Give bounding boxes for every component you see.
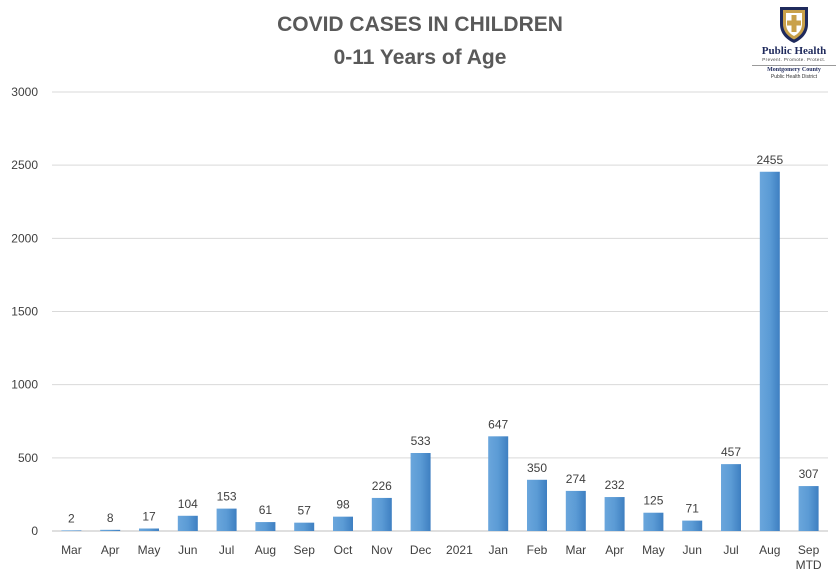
data-label: 232 [605,478,625,492]
x-tick-label: Mar [61,543,82,557]
public-health-logo: Public Health Prevent. Promote. Protect.… [750,4,838,90]
data-label: 2455 [756,153,783,167]
bar [177,515,198,531]
logo-name: Public Health [761,45,827,57]
bar [721,464,741,531]
bar [139,528,159,531]
data-label: 57 [298,504,312,518]
data-label: 8 [107,511,114,525]
x-tick-label: Apr [605,543,624,557]
y-tick-label: 2500 [11,158,38,172]
bar [565,490,586,531]
x-tick-label: Jun [178,543,197,557]
x-tick-label: Oct [334,543,353,557]
x-tick-label: Dec [410,543,431,557]
x-tick-label: Nov [371,543,392,557]
x-tick-label: Apr [101,543,120,557]
data-label: 17 [142,510,156,524]
bars [61,171,819,532]
bar [100,529,121,531]
y-axis-ticks: 0 500 1000 1500 2000 2500 3000 [11,85,38,538]
gridlines [52,91,828,532]
x-tick-label: Jul [723,543,738,557]
y-tick-label: 1500 [11,305,38,319]
data-label: 533 [411,434,431,448]
x-tick-label: Feb [527,543,548,557]
y-tick-label: 0 [31,524,38,538]
x-axis-ticks: Mar Apr May Jun Jul Aug Sep Oct Nov Dec 2021 Jan Feb… [61,543,822,572]
data-label: 104 [178,497,198,511]
logo-district: Public Health District [770,74,818,80]
data-label: 307 [799,467,819,481]
x-tick-label: Jul [219,543,234,557]
x-tick-label: Jun [683,543,702,557]
bar [410,453,431,531]
data-label: 647 [488,417,508,431]
data-label: 350 [527,461,547,475]
data-label: 71 [686,502,700,516]
data-label: 2 [68,511,75,525]
bar [759,171,780,532]
data-label: 61 [259,503,273,517]
bar [61,530,82,531]
shield-cross-icon [780,7,808,43]
x-tick-label: Sep [798,543,820,557]
x-tick-label: 2021 [446,543,473,557]
data-label: 125 [643,494,663,508]
bar [294,522,315,531]
bar [643,512,664,531]
bar [255,522,276,531]
bar [798,486,819,531]
bar [604,497,625,531]
bar [527,479,547,531]
data-label: 226 [372,479,392,493]
x-tick-label: Jan [489,543,508,557]
x-tick-label: Sep [294,543,316,557]
logo-tagline: Prevent. Promote. Protect. [762,57,826,62]
y-tick-label: 2000 [11,231,38,245]
data-label: 153 [217,490,237,504]
chart-title-line2: 0-11 Years of Age [333,46,507,69]
x-tick-label: MTD [796,558,822,572]
y-tick-label: 3000 [11,85,38,99]
logo-county: Montgomery County [767,67,821,73]
data-labels: 2 8 17 104 153 61 57 98 226 533 647 350 274 232 125 71 4… [68,153,819,526]
x-tick-label: May [642,543,665,557]
bar [488,436,509,531]
y-tick-label: 1000 [11,378,38,392]
data-label: 98 [336,498,350,512]
x-tick-label: May [138,543,161,557]
chart-title: COVID CASES IN CHILDREN 0-11 Years of Ag… [0,8,840,74]
bar [682,520,703,531]
data-label: 274 [566,472,586,486]
bar [216,508,237,531]
x-tick-label: Mar [565,543,586,557]
bar [371,497,392,531]
chart-title-line1: COVID CASES IN CHILDREN [277,13,563,36]
logo-divider [752,65,836,66]
bar [333,516,353,531]
y-tick-label: 500 [18,451,38,465]
x-tick-label: Aug [255,543,276,557]
x-tick-label: Aug [759,543,780,557]
data-label: 457 [721,445,741,459]
